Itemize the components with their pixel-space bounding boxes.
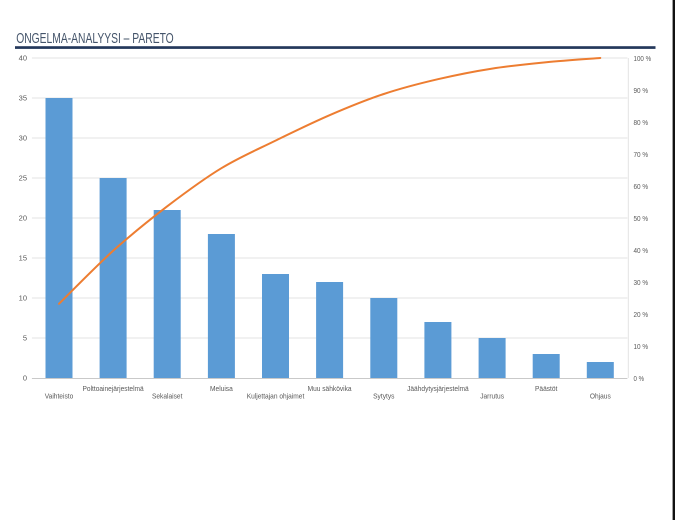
svg-text:35: 35	[19, 94, 27, 103]
svg-text:30: 30	[19, 134, 27, 143]
svg-text:100 %: 100 %	[634, 54, 652, 63]
svg-text:40: 40	[19, 54, 27, 63]
svg-text:80 %: 80 %	[634, 118, 649, 127]
svg-text:0 %: 0 %	[634, 374, 645, 383]
svg-text:Meluisa: Meluisa	[210, 384, 233, 393]
svg-text:Vaihteisto: Vaihteisto	[45, 392, 74, 401]
svg-text:50 %: 50 %	[634, 214, 649, 223]
svg-text:Sekalaiset: Sekalaiset	[152, 392, 183, 401]
svg-text:90 %: 90 %	[634, 86, 649, 95]
svg-text:Jäähdytysjärjestelmä: Jäähdytysjärjestelmä	[407, 384, 469, 393]
svg-text:30 %: 30 %	[634, 278, 649, 287]
svg-text:ONGELMA-ANALYYSI – PARETO: ONGELMA-ANALYYSI – PARETO	[16, 30, 174, 47]
svg-text:10 %: 10 %	[634, 342, 649, 351]
svg-text:15: 15	[19, 254, 27, 263]
svg-text:Polttoainejärjestelmä: Polttoainejärjestelmä	[83, 384, 145, 393]
svg-text:Ohjaus: Ohjaus	[590, 392, 611, 401]
svg-text:20: 20	[19, 214, 27, 223]
svg-text:25: 25	[19, 174, 27, 183]
svg-text:0: 0	[23, 374, 27, 383]
svg-text:Muu sähkövika: Muu sähkövika	[308, 384, 353, 393]
svg-text:70 %: 70 %	[634, 150, 649, 159]
svg-text:Päästöt: Päästöt	[535, 384, 558, 393]
svg-text:Kuljettajan ohjaimet: Kuljettajan ohjaimet	[247, 392, 305, 401]
svg-text:Sytytys: Sytytys	[373, 392, 395, 401]
svg-text:20 %: 20 %	[634, 310, 649, 319]
svg-text:Jarrutus: Jarrutus	[480, 392, 504, 401]
svg-text:5: 5	[23, 334, 27, 343]
svg-text:60 %: 60 %	[634, 182, 649, 191]
svg-text:10: 10	[19, 294, 27, 303]
svg-text:40 %: 40 %	[634, 246, 649, 255]
